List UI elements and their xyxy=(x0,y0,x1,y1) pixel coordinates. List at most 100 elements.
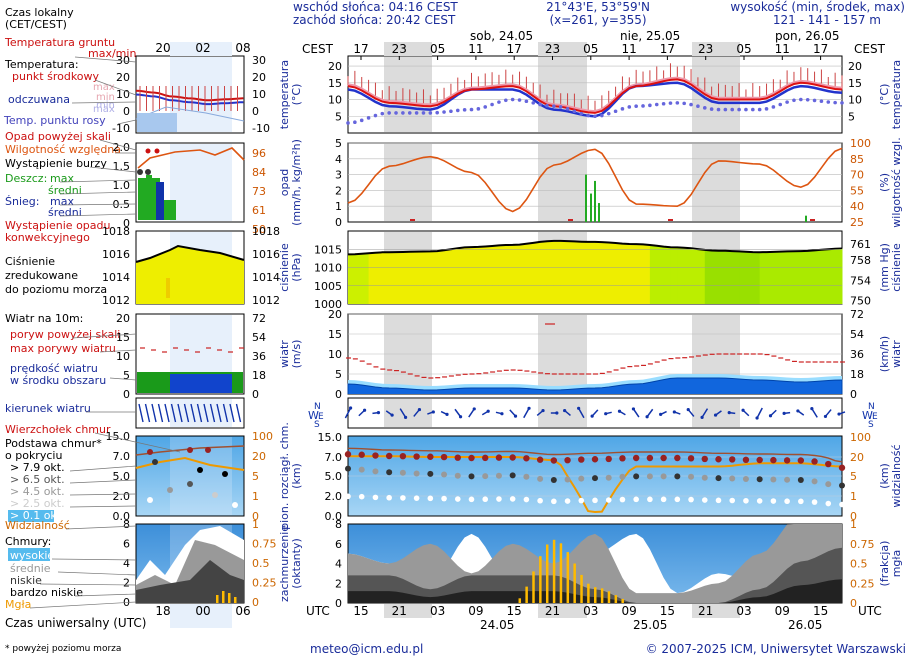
legend-hum-tick: 50 xyxy=(252,223,266,236)
legend-cloud-tick: 2.0 xyxy=(113,490,131,503)
dew-point xyxy=(394,111,398,115)
wind-arrow xyxy=(344,407,352,419)
legend-connector xyxy=(94,432,181,453)
cloud-base-dot xyxy=(811,458,818,465)
fog-bar xyxy=(587,583,590,603)
dew-point xyxy=(449,109,453,114)
dew-point xyxy=(380,111,385,116)
legend-connector xyxy=(71,101,137,104)
pressure-fill xyxy=(835,248,843,304)
sunrise: wschód słońca: 04:16 CEST xyxy=(293,0,458,14)
legend-rain-bar xyxy=(146,175,152,220)
dew-point xyxy=(421,111,426,115)
fog-bar xyxy=(600,588,604,603)
wind-arrow-head xyxy=(555,411,559,415)
cloud-base-dot xyxy=(619,496,626,503)
axis-title-right: (°C)temperatura xyxy=(878,60,903,129)
wind-arrow-head xyxy=(604,412,608,416)
dew-point xyxy=(744,107,748,112)
legend-wind-arrow xyxy=(183,403,190,423)
legend-night xyxy=(170,144,232,221)
cloud-base-dot xyxy=(619,455,626,462)
hour-top: 11 xyxy=(468,42,483,56)
cloud-base-dot xyxy=(413,453,420,460)
legend-temp-feels: odczuwana xyxy=(8,93,70,106)
wind-arrow-head xyxy=(363,408,367,412)
dew-point xyxy=(737,107,741,112)
wind-arrow xyxy=(701,408,709,418)
cloud-base-dot xyxy=(701,497,708,503)
cloud-base-dot xyxy=(386,469,393,476)
legend-press-tick: 1016 xyxy=(102,248,130,261)
night-band xyxy=(384,399,432,427)
pressure-fill xyxy=(752,252,761,304)
cloud-base-dot xyxy=(550,477,557,483)
cloud-base-dot xyxy=(674,473,681,480)
legend-humidity: Wilgotność względna xyxy=(5,143,121,156)
legend-connector xyxy=(69,465,137,472)
cloud-base-dot xyxy=(441,471,448,478)
dew-point xyxy=(483,105,488,109)
legend-wind-arrow xyxy=(164,403,170,423)
dew-point xyxy=(805,97,810,102)
cloud-base-dot xyxy=(592,475,598,482)
wind-arrow xyxy=(468,408,475,418)
press-tick-left: 1000 xyxy=(314,298,342,311)
legend-connector xyxy=(65,525,137,530)
cloud-base-dot xyxy=(784,476,791,483)
pressure-fill xyxy=(505,245,514,304)
legend-temp-max: max xyxy=(93,82,115,93)
cover-tick-left: 4 xyxy=(335,558,342,571)
legend-press-tick: 1014 xyxy=(102,271,130,284)
cloud-base-dot xyxy=(646,473,653,480)
legend-connector xyxy=(89,166,137,173)
pressure-fill xyxy=(437,251,445,304)
hour-bottom: 03 xyxy=(736,604,751,618)
legend-wind-tick: 5 xyxy=(123,369,130,382)
hour-top: 23 xyxy=(545,42,560,56)
dew-point xyxy=(366,116,371,120)
dew-point xyxy=(545,103,549,108)
legend-wind-tick: 15 xyxy=(116,331,130,344)
legend-conv: Wystąpienie opadu konwekcyjnego xyxy=(5,219,110,244)
legend-fog: Mgła xyxy=(5,598,31,611)
pressure-fill xyxy=(546,241,555,304)
legend-temp-tick: 0 xyxy=(123,105,130,118)
cloud-tick-left: 0.0 xyxy=(325,510,343,523)
cloud-base-dot xyxy=(633,473,640,480)
legend-vis-line xyxy=(135,456,245,471)
legend-temp-tick-right: 30 xyxy=(252,54,266,67)
pressure-fill xyxy=(512,244,521,304)
legend-temp-line xyxy=(135,89,244,102)
cloud-base-dot xyxy=(838,464,846,471)
pressure-fill xyxy=(382,252,390,304)
legend-hum-tick: 84 xyxy=(252,166,266,179)
pressure-fill xyxy=(649,244,658,304)
legend-snow: Śnieg: xyxy=(5,195,39,208)
dew-point xyxy=(689,102,693,107)
legend-temp-tick: 30 xyxy=(116,54,130,67)
cloud-tick-left: 7.0 xyxy=(325,451,343,464)
legend-wind-arrow xyxy=(196,403,203,423)
temp-tick-right: 5 xyxy=(848,110,855,123)
pressure-fill xyxy=(725,250,733,304)
humidity-tick-right: 25 xyxy=(850,216,864,229)
legend-precip-tick: 1.0 xyxy=(113,179,131,192)
legend-connector xyxy=(59,179,137,183)
wind-arrow-head xyxy=(348,406,353,410)
wind-arrow-head xyxy=(376,411,381,415)
hour-bottom: 21 xyxy=(698,604,713,618)
legend-local-time: Czas lokalny (CET/CEST) xyxy=(5,6,74,31)
pressure-fill xyxy=(588,241,596,304)
legend-temp-tick-right: 20 xyxy=(252,71,266,84)
dew-point xyxy=(455,108,460,113)
temp-mid-line xyxy=(347,78,843,114)
humidity-tick-right: 70 xyxy=(850,169,864,182)
wind-tick-left: 15 xyxy=(328,328,342,341)
legend-wind-arrow xyxy=(222,403,229,423)
hour-bottom: 09 xyxy=(621,604,636,618)
cloud-base-dot xyxy=(468,496,475,503)
cloud-base-dot xyxy=(509,454,516,461)
cloud-base-dot xyxy=(632,454,640,462)
wind-arrow-head xyxy=(472,407,476,411)
